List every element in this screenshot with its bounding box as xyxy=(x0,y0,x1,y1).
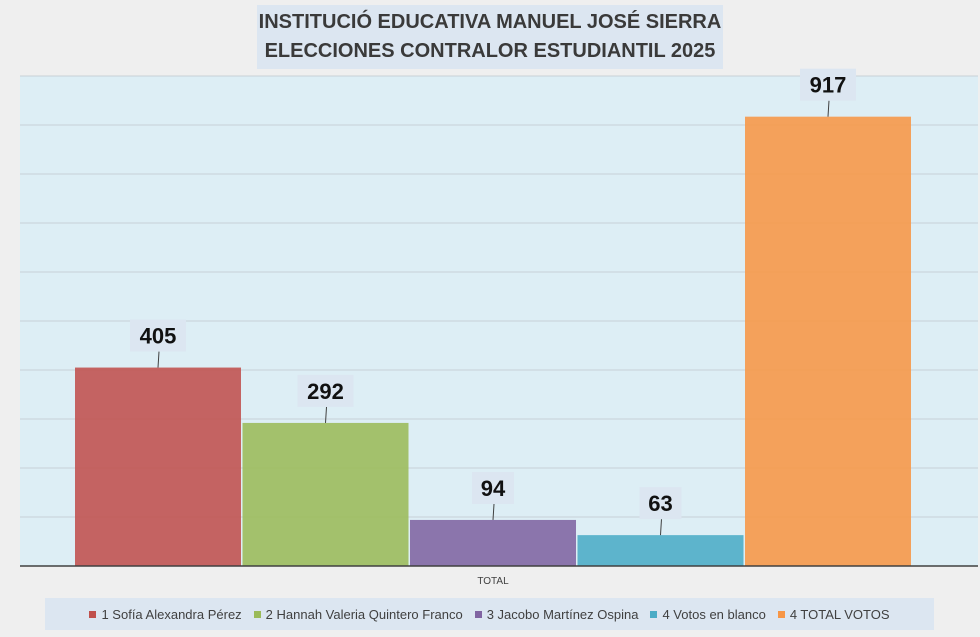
data-label-leader xyxy=(827,100,830,117)
data-label-box xyxy=(297,374,354,407)
x-tick-label: TOTAL xyxy=(477,576,509,587)
bar xyxy=(242,422,409,566)
data-label-leader xyxy=(492,503,495,520)
chart-title-box: INSTITUCIÓ EDUCATIVA MANUEL JOSÉ SIERRA … xyxy=(257,5,723,69)
legend-swatch xyxy=(89,610,97,618)
data-label: 405 xyxy=(140,324,177,349)
data-label-box xyxy=(472,471,514,504)
bar xyxy=(745,116,911,567)
legend-label: 2 Hannah Valeria Quintero Franco xyxy=(265,606,463,622)
legend-swatch xyxy=(253,610,261,618)
data-label-box xyxy=(800,68,856,101)
legend-item: 1 Sofía Alexandra Pérez xyxy=(89,606,242,622)
legend-swatch xyxy=(474,610,482,618)
legend-swatch xyxy=(650,610,658,618)
data-label: 917 xyxy=(810,73,847,98)
legend-label: 4 Votos en blanco xyxy=(662,606,766,622)
legend: 1 Sofía Alexandra Pérez 2 Hannah Valeria … xyxy=(45,598,934,630)
data-label-leader xyxy=(325,406,327,423)
legend-label: 3 Jacobo Martínez Ospina xyxy=(486,606,639,622)
legend-swatch xyxy=(777,610,785,618)
legend-label: 1 Sofía Alexandra Pérez xyxy=(101,606,242,622)
legend-item: 4 Votos en blanco xyxy=(650,606,766,622)
legend-item: 4 TOTAL VOTOS xyxy=(777,606,890,622)
data-label-box xyxy=(130,319,186,352)
legend-item: 2 Hannah Valeria Quintero Franco xyxy=(253,606,463,622)
legend-item: 3 Jacobo Martínez Ospina xyxy=(474,606,639,622)
data-label-leader xyxy=(157,351,160,368)
data-label: 94 xyxy=(481,476,506,501)
data-label-leader xyxy=(660,519,662,536)
chart-subtitle: ELECCIONES CONTRALOR ESTUDIANTIL 2025 xyxy=(264,40,716,62)
data-label: 63 xyxy=(648,491,672,516)
data-label-box xyxy=(639,487,682,520)
bar xyxy=(577,535,744,566)
data-label: 292 xyxy=(307,379,344,404)
bar xyxy=(410,519,576,566)
bar xyxy=(75,367,241,566)
legend-label: 4 TOTAL VOTOS xyxy=(789,606,890,622)
chart-title: INSTITUCIÓ EDUCATIVA MANUEL JOSÉ SIERRA xyxy=(258,11,722,33)
